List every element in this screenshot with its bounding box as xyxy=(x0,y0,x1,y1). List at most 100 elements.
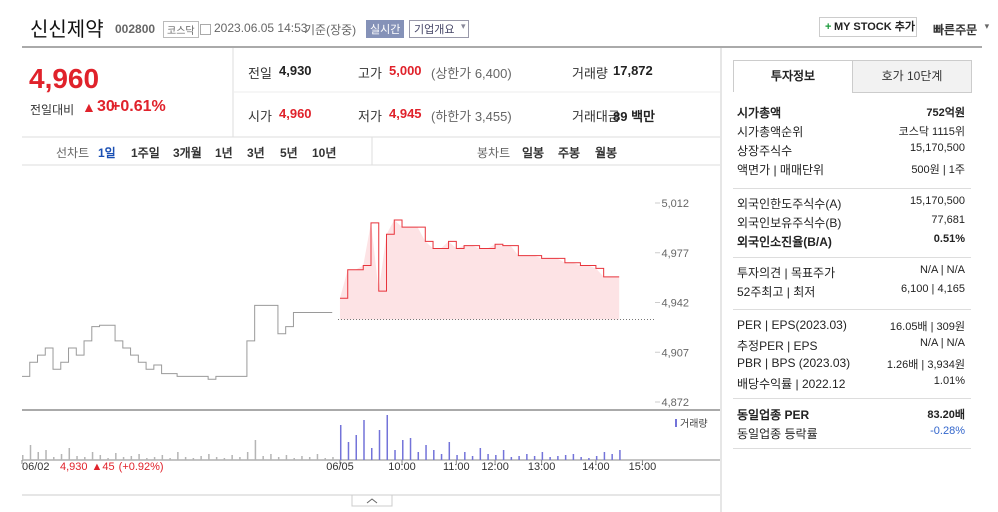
chevron xyxy=(366,498,378,504)
volume-bar xyxy=(239,457,241,460)
info-label: 시가총액순위 xyxy=(737,125,804,139)
x-tick-label: 06/05 xyxy=(326,461,354,473)
info-value: 1.01% xyxy=(933,375,965,387)
period-tab[interactable]: 10년 xyxy=(312,146,337,160)
volume-bar xyxy=(223,458,226,460)
quick-order[interactable]: 빠른주문 ▾ xyxy=(933,21,990,37)
volume-bar xyxy=(479,448,482,460)
volume-bar xyxy=(293,458,295,460)
volume-bar xyxy=(192,458,195,460)
info-value: N/A | N/A xyxy=(919,264,965,276)
volume-bar xyxy=(316,454,319,460)
info-value: 16.05배 | 309원 xyxy=(889,321,965,333)
volume-bar xyxy=(246,452,249,460)
price-line xyxy=(22,304,333,380)
volume-bar xyxy=(53,457,55,460)
volume-bar xyxy=(29,445,32,460)
volume-bar xyxy=(371,448,373,460)
volume-bar xyxy=(285,455,288,460)
info-label: 동일업종 PER xyxy=(737,408,810,422)
info-separator xyxy=(733,448,971,449)
info-separator xyxy=(733,309,971,310)
volume-bar xyxy=(84,457,86,460)
volume-bar xyxy=(91,452,94,460)
volume-bar xyxy=(355,435,357,460)
volume-bar xyxy=(254,440,257,460)
volume-bar xyxy=(270,454,272,460)
stock-code: 002800 xyxy=(115,22,156,36)
volume-bar xyxy=(301,456,303,460)
calendar-icon xyxy=(200,24,211,35)
volume-bar xyxy=(495,455,497,460)
mystock-button[interactable]: MY STOCK 추가 + xyxy=(819,17,917,37)
info-label: PBR | BPS (2023.03) xyxy=(737,356,851,370)
volume-bar xyxy=(595,456,598,460)
x-tick-label: 06/02 xyxy=(22,461,50,473)
info-separator xyxy=(733,257,971,258)
volume-bar xyxy=(611,454,613,460)
y-tick-label: 4,977 xyxy=(661,248,689,260)
period-tab[interactable]: 5년 xyxy=(280,146,298,160)
volume-bar xyxy=(425,445,427,460)
y-tick-label: 5,012 xyxy=(661,198,689,210)
candle-tab[interactable]: 주봉 xyxy=(558,146,581,160)
info-tab[interactable]: 호가 10단계 xyxy=(852,60,972,93)
change-label: 전일대비 xyxy=(30,103,75,117)
volume-bar xyxy=(138,454,140,460)
info-label: 외국인한도주식수(A) xyxy=(737,197,842,211)
candle-tab[interactable]: 일봉 xyxy=(522,146,545,160)
dropdown-arrow: ▾ xyxy=(984,21,990,31)
info-value: 77,681 xyxy=(931,214,965,226)
volume-bar xyxy=(549,457,551,460)
volume-bar xyxy=(277,457,280,460)
company-button[interactable]: 기업개요 ▾ xyxy=(409,20,470,38)
period-tab[interactable]: 1년 xyxy=(215,146,233,160)
area xyxy=(339,220,620,320)
stat-value: 17,872 xyxy=(613,63,653,78)
stat-label: 거래대금 xyxy=(572,109,620,124)
volume-bar xyxy=(37,452,40,460)
volume-bar xyxy=(487,454,489,460)
info-separator xyxy=(733,398,971,399)
volume-bar xyxy=(580,457,582,460)
period-tab[interactable]: 3년 xyxy=(247,146,265,160)
current-price: 4,960 xyxy=(29,63,100,94)
period-tab[interactable]: 1일 xyxy=(98,146,116,160)
volume-bar xyxy=(169,458,171,460)
volume-bar xyxy=(510,457,513,460)
prev-summary: 4,930 ▲45 (+0.92%) xyxy=(60,461,164,473)
volume-bar xyxy=(99,455,102,460)
info-separator xyxy=(733,188,971,189)
volume-bar xyxy=(456,455,458,460)
info-label: 액면가 | 매매단위 xyxy=(737,163,825,177)
up-arrow: ▲ xyxy=(82,99,96,115)
x-tick-label: 10:00 xyxy=(388,461,416,473)
x-tick-label: 11:00 xyxy=(443,461,470,473)
y-tick-label: 4,942 xyxy=(661,298,689,310)
volume-bar xyxy=(464,452,466,460)
volume-bar xyxy=(146,458,148,460)
volume-bar xyxy=(231,455,233,460)
info-label: 배당수익률 | 2022.12 xyxy=(737,377,846,391)
info-value: 6,100 | 4,165 xyxy=(900,283,965,295)
volume-bar xyxy=(409,438,412,460)
candle-tab[interactable]: 월봉 xyxy=(595,146,618,160)
volume-bar xyxy=(433,450,435,460)
price-line xyxy=(339,219,620,299)
change: 30 xyxy=(97,98,115,115)
volume-bar xyxy=(541,452,544,460)
period-tab[interactable]: 1주일 xyxy=(131,146,160,160)
period-tab[interactable]: 3개월 xyxy=(173,146,202,160)
volume-bar xyxy=(45,450,47,460)
info-tab-active[interactable]: 투자정보 xyxy=(733,60,853,92)
stat-note: (하한가 3,455) xyxy=(431,109,512,124)
volume-bar xyxy=(603,452,606,460)
change-pct: +0.61% xyxy=(111,98,166,115)
info-value: -0.28% xyxy=(930,425,965,437)
collapse-toggle[interactable] xyxy=(351,494,393,507)
info-label: 외국인보유주식수(B) xyxy=(737,216,842,230)
info-label: PER | EPS(2023.03) xyxy=(737,318,847,332)
prev-summary-part: 4,930 xyxy=(60,461,88,473)
